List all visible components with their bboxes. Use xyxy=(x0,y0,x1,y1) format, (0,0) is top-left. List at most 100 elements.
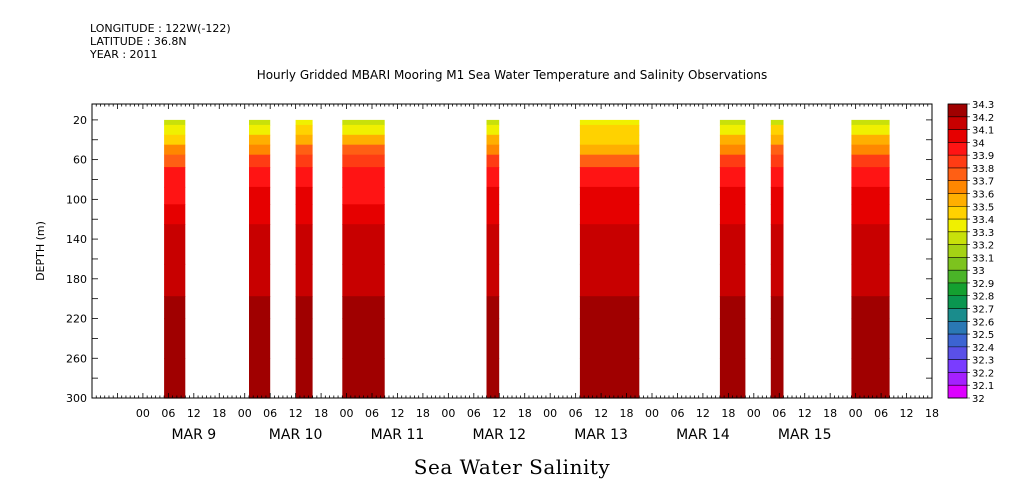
data-band xyxy=(719,134,746,146)
x-tick-label: 18 xyxy=(518,407,532,420)
colorbar-swatch xyxy=(948,282,967,297)
colorbar-label: 34.2 xyxy=(972,113,994,124)
x-tick-label: 00 xyxy=(543,407,557,420)
data-band xyxy=(295,154,313,168)
data-band xyxy=(295,204,313,225)
data-band xyxy=(342,167,385,188)
colorbar-label: 32.3 xyxy=(972,356,994,367)
data-band xyxy=(579,296,640,320)
data-band xyxy=(719,263,746,297)
colorbar-swatch xyxy=(948,231,967,245)
data-band xyxy=(719,358,746,399)
y-tick-label: 300 xyxy=(66,392,87,405)
x-tick-label: 18 xyxy=(823,407,837,420)
x-tick-label: 12 xyxy=(696,407,710,420)
data-band xyxy=(486,204,500,225)
data-band xyxy=(164,144,186,156)
colorbar-swatch xyxy=(948,167,967,181)
colorbar-label: 32 xyxy=(972,394,985,405)
y-tick-label: 180 xyxy=(66,273,87,286)
data-band xyxy=(164,186,186,205)
data-band xyxy=(770,224,784,265)
data-band xyxy=(851,204,890,225)
data-band xyxy=(851,119,890,126)
data-band xyxy=(164,224,186,265)
colorbar-label: 32.4 xyxy=(972,343,994,354)
data-band xyxy=(851,134,890,146)
data-band xyxy=(486,263,500,297)
colorbar-label: 33.8 xyxy=(972,164,994,175)
data-band xyxy=(770,144,784,156)
data-band xyxy=(770,358,784,399)
x-tick-label: 00 xyxy=(747,407,761,420)
x-tick-label: 12 xyxy=(798,407,812,420)
data-band xyxy=(719,204,746,225)
data-band xyxy=(851,144,890,156)
x-day-label: MAR 12 xyxy=(472,427,526,443)
x-tick-label: 00 xyxy=(340,407,354,420)
data-band xyxy=(770,119,784,126)
y-tick-label: 220 xyxy=(66,313,87,326)
data-band xyxy=(851,318,890,359)
x-tick-label: 06 xyxy=(365,407,379,420)
data-band xyxy=(249,224,271,265)
data-band xyxy=(486,119,500,126)
data-band xyxy=(295,144,313,156)
location-metadata: LONGITUDE : 122W(-122) LATITUDE : 36.8N … xyxy=(90,22,231,61)
colorbar-swatch xyxy=(948,244,967,258)
data-band xyxy=(295,167,313,188)
data-band xyxy=(579,186,640,205)
colorbar: 32 32.1 32.232.3 32.4 32.5 32.632.7 32.8 32.9 33… xyxy=(947,100,994,405)
data-band xyxy=(342,296,385,320)
y-tick-label: 100 xyxy=(66,193,87,206)
data-band xyxy=(486,124,500,136)
longitude-label: LONGITUDE : 122W(-122) xyxy=(90,22,231,35)
data-band xyxy=(342,204,385,225)
data-band xyxy=(579,144,640,156)
data-band xyxy=(851,186,890,205)
colorbar-swatch xyxy=(948,270,967,284)
data-band xyxy=(164,134,186,146)
x-tick-label: 06 xyxy=(161,407,175,420)
x-tick-label: 12 xyxy=(492,407,506,420)
data-band xyxy=(164,124,186,136)
colorbar-label: 33.6 xyxy=(972,189,994,200)
data-band xyxy=(719,124,746,136)
data-band xyxy=(249,134,271,146)
data-band xyxy=(295,296,313,320)
y-tick-label: 260 xyxy=(66,352,87,365)
colorbar-label: 32.2 xyxy=(972,368,994,379)
colorbar-label: 33.4 xyxy=(972,215,994,226)
data-band xyxy=(295,224,313,265)
data-band xyxy=(719,119,746,126)
data-band xyxy=(295,134,313,146)
data-band xyxy=(770,296,784,320)
colorbar-label: 33.5 xyxy=(972,202,994,213)
data-band xyxy=(249,119,271,126)
data-band xyxy=(486,224,500,265)
chart-title: Hourly Gridded MBARI Mooring M1 Sea Wate… xyxy=(256,68,768,82)
x-tick-label: 18 xyxy=(721,407,735,420)
year-label: YEAR : 2011 xyxy=(90,48,158,61)
colorbar-label: 32.1 xyxy=(972,381,994,392)
colorbar-swatch xyxy=(948,155,967,169)
colorbar-swatch xyxy=(948,129,967,143)
data-band xyxy=(342,144,385,156)
colorbar-swatch xyxy=(948,334,967,348)
plot-frame xyxy=(91,103,933,399)
x-day-label: MAR 13 xyxy=(574,427,628,443)
y-axis-label: DEPTH (m) xyxy=(34,221,47,281)
latitude-label: LATITUDE : 36.8N xyxy=(90,35,187,48)
x-day-label: MAR 15 xyxy=(778,427,832,443)
data-band xyxy=(719,154,746,168)
data-band xyxy=(295,318,313,359)
colorbar-label: 33.7 xyxy=(972,177,994,188)
data-band xyxy=(342,124,385,136)
data-band xyxy=(579,167,640,188)
x-tick-label: 06 xyxy=(772,407,786,420)
data-band xyxy=(164,167,186,188)
data-band xyxy=(851,263,890,297)
data-band xyxy=(770,167,784,188)
data-band xyxy=(579,119,640,126)
